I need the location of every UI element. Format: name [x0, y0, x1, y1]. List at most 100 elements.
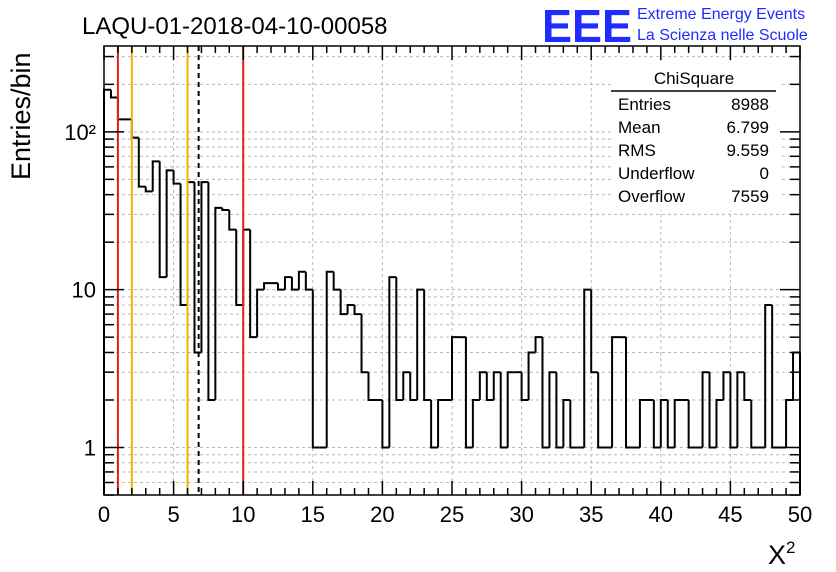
histogram-bin [451, 336, 459, 400]
histogram-bin [290, 277, 299, 291]
x-tick-labels: 0 5 10 15 20 25 30 35 40 45 50 [98, 502, 812, 527]
histogram-bin [137, 137, 146, 188]
histogram-bin [708, 372, 717, 449]
histogram-bin [158, 161, 167, 279]
histogram-bin [430, 399, 439, 449]
histogram-bin [235, 229, 244, 306]
stats-value: 6.799 [726, 118, 769, 137]
histogram-bin [527, 351, 536, 400]
histogram-bin [165, 169, 174, 278]
histogram-bin [200, 181, 209, 353]
histogram-bin [673, 398, 682, 448]
histogram-bin [283, 276, 292, 290]
histogram-bin [395, 277, 404, 401]
stats-rows: Entries 8988 Mean 6.799 RMS 9.559 Underflow 0 Ov… [618, 95, 769, 206]
histogram-bin [186, 181, 195, 305]
histogram-bin [256, 288, 265, 338]
stats-label: Underflow [618, 164, 695, 183]
histogram-bin [764, 303, 773, 448]
histogram-bin [785, 398, 794, 448]
histogram-bin [590, 289, 599, 374]
histogram-bin [715, 398, 724, 448]
histogram-bin [736, 371, 745, 448]
histogram-bin [297, 270, 306, 290]
histogram-bin [583, 288, 592, 448]
histogram-bin [611, 336, 620, 448]
histogram-bin [437, 398, 446, 448]
logo-line-2: La Scienza nelle Scuole [637, 27, 808, 44]
histogram-bin [263, 282, 272, 290]
x-tick-label: 10 [231, 502, 255, 527]
stats-value: 9.559 [726, 141, 769, 160]
x-tick-label: 50 [788, 502, 812, 527]
histogram-bin [492, 371, 501, 400]
stats-value: 8988 [731, 95, 769, 114]
histogram-bin [381, 399, 390, 449]
histogram-bin [249, 229, 258, 339]
histogram-bin [701, 371, 710, 448]
y-axis-title: Entries/bin [6, 52, 36, 180]
vertical-lines [116, 46, 245, 495]
histogram-bin [388, 276, 397, 448]
histogram-bin [130, 119, 139, 139]
x-tick-label: 35 [579, 502, 603, 527]
y-tick-labels: 1 10 10² [64, 120, 96, 461]
histogram-bin [109, 89, 118, 99]
histogram-bin [569, 399, 578, 449]
histogram-bin [304, 271, 313, 291]
histogram-bin [339, 289, 348, 316]
histogram-bin [562, 398, 571, 448]
histogram-bin [506, 371, 515, 448]
stats-value: 7559 [731, 187, 769, 206]
histogram-bin [151, 160, 160, 192]
histogram-bin [534, 336, 543, 353]
histogram-bin [423, 289, 432, 401]
x-tick-label: 20 [370, 502, 394, 527]
histogram-bin [471, 398, 480, 448]
stats-value: 0 [760, 164, 769, 183]
histogram-bin [771, 304, 780, 449]
x-tick-label: 40 [649, 502, 673, 527]
histogram-bin [548, 371, 557, 448]
histogram-bin [625, 337, 633, 449]
logo-line-1: Extreme Energy Events [637, 6, 805, 23]
histogram-bin [277, 283, 285, 291]
histogram-bin [659, 398, 668, 448]
histogram-bin [666, 399, 675, 449]
histogram-bin [638, 398, 647, 448]
histogram-bin [743, 372, 752, 401]
histogram-bin [485, 372, 494, 401]
axis-ticks [103, 46, 801, 496]
histogram-bin [367, 372, 376, 401]
histogram-bin [729, 372, 738, 449]
stats-label: RMS [618, 141, 656, 160]
histogram-bin [750, 399, 759, 449]
histogram-bin [116, 97, 125, 121]
histogram-bin [416, 288, 425, 400]
histogram-bin [325, 270, 334, 448]
histogram-bin [555, 372, 564, 449]
histogram-bin [597, 372, 606, 449]
stats-label: Overflow [618, 187, 686, 206]
histogram-bin [402, 371, 411, 400]
histogram-bin [353, 304, 362, 316]
eee-logo: EEE [542, 0, 632, 52]
x-tick-label: 15 [301, 502, 325, 527]
y-tick-label: 1 [84, 435, 96, 460]
x-tick-label: 0 [98, 502, 110, 527]
x-axis-title: X2 [768, 538, 795, 570]
histogram-bin [172, 170, 181, 185]
chart-title: LAQU-01-2018-04-10-00058 [82, 13, 388, 40]
histogram-bin [520, 372, 529, 401]
histogram-bin [652, 399, 661, 449]
histogram-bin [214, 206, 223, 400]
histogram-bin [179, 183, 188, 306]
histogram-bin [687, 399, 696, 449]
histogram-bin [792, 351, 800, 400]
histogram-bin [346, 303, 355, 315]
histogram-bin [103, 88, 111, 495]
histogram-bin [332, 271, 341, 291]
histogram-bin [242, 228, 251, 305]
histogram-bin [541, 337, 550, 449]
histogram-bin [207, 182, 216, 401]
